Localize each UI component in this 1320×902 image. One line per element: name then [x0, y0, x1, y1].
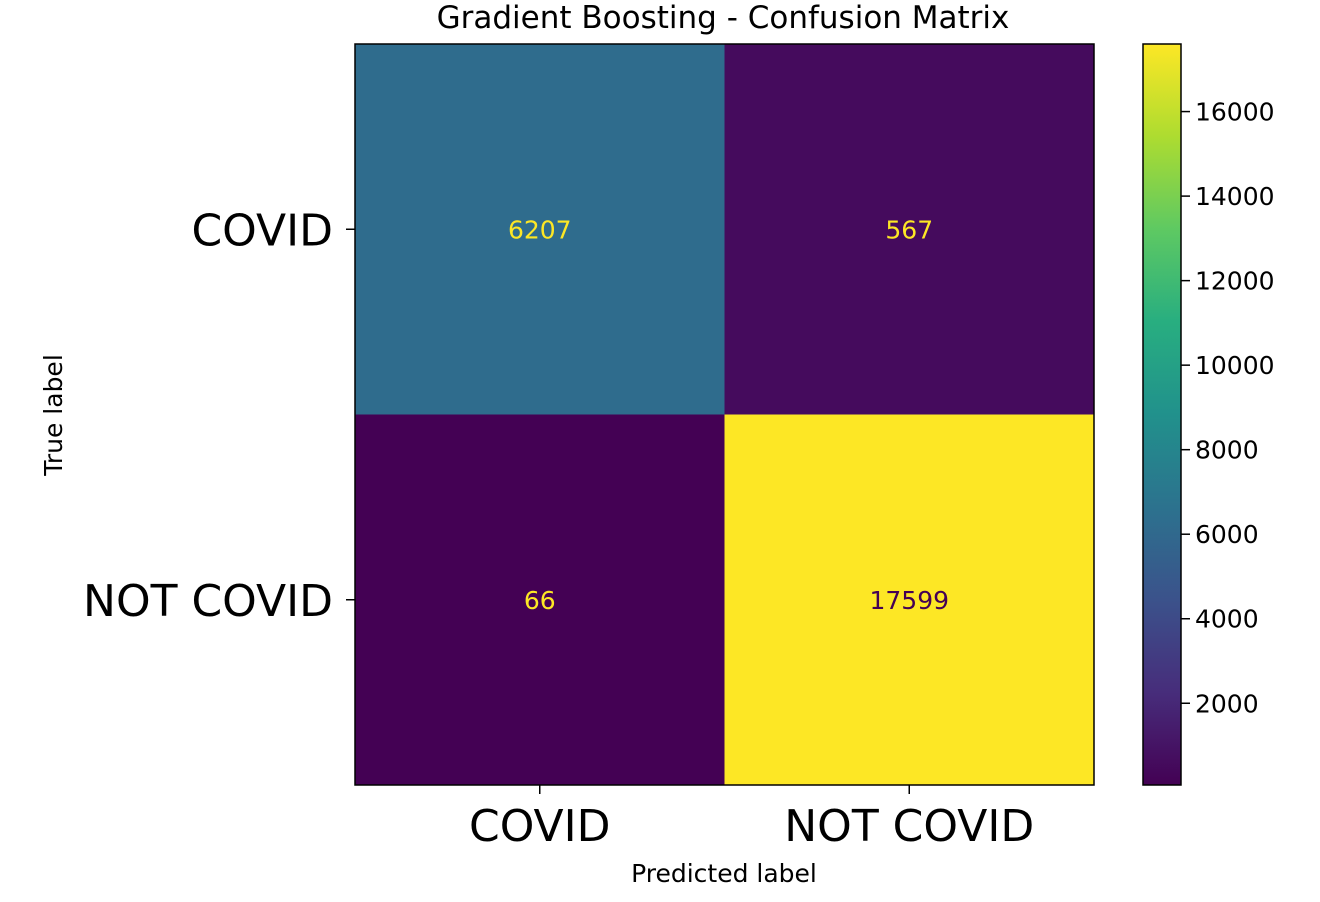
- colorbar-tick-label: 12000: [1195, 267, 1275, 296]
- cell-value-label: 567: [885, 215, 933, 244]
- cell-value-label: 17599: [869, 586, 949, 615]
- x-tick-label: NOT COVID: [784, 801, 1034, 852]
- y-axis-title: True label: [39, 354, 68, 477]
- matrix-cell: [724, 414, 1094, 785]
- colorbar-tick-label: 16000: [1195, 98, 1275, 127]
- matrix-cell: [355, 414, 725, 785]
- plot-frame: [354, 43, 1095, 786]
- cell-value-label: 6207: [508, 215, 572, 244]
- colorbar-tick-label: 2000: [1195, 689, 1259, 718]
- y-tick-label: COVID: [191, 205, 333, 256]
- colorbar: [1142, 43, 1182, 786]
- colorbar-tick-label: 4000: [1195, 605, 1259, 634]
- y-axis-ticks: COVID NOT COVID: [83, 205, 355, 627]
- colorbar-tick-label: 8000: [1195, 436, 1259, 465]
- x-tick-label: COVID: [469, 801, 611, 852]
- colorbar-tick-label: 10000: [1195, 351, 1275, 380]
- colorbar-ticks: 2000 4000 6000 8000 10000 12000 14000 16000: [1181, 98, 1275, 718]
- cell-value-label: 66: [524, 586, 556, 615]
- y-tick-label: NOT COVID: [83, 576, 333, 627]
- colorbar-tick-label: 6000: [1195, 520, 1259, 549]
- matrix-cell: [724, 44, 1094, 415]
- matrix-cell: [355, 44, 725, 415]
- chart-title: Gradient Boosting - Confusion Matrix: [437, 0, 1010, 36]
- colorbar-tick-label: 14000: [1195, 182, 1275, 211]
- matrix-cells: 6207 567 66 17599: [355, 44, 1094, 785]
- x-axis-title: Predicted label: [631, 859, 817, 888]
- x-axis-ticks: COVID NOT COVID: [469, 785, 1034, 852]
